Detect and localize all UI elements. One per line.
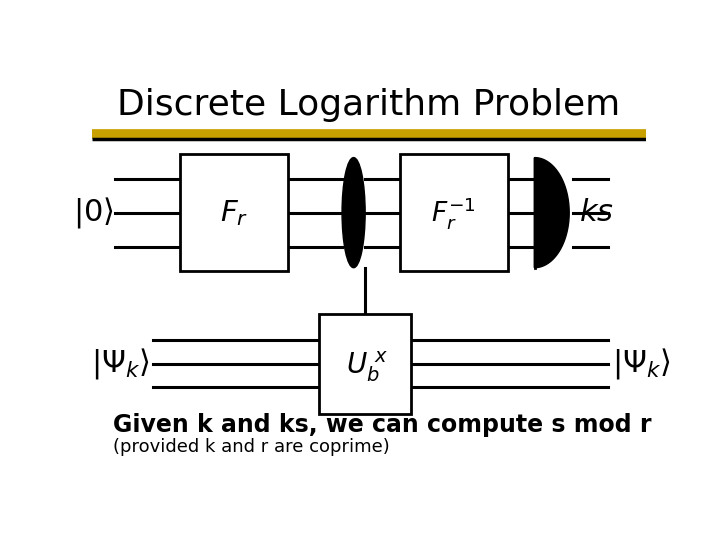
Ellipse shape: [342, 158, 365, 268]
Text: (provided k and r are coprime): (provided k and r are coprime): [113, 438, 390, 456]
Text: $U_b^{\ x}$: $U_b^{\ x}$: [346, 349, 389, 384]
FancyBboxPatch shape: [319, 314, 411, 414]
Text: $F_r$: $F_r$: [220, 198, 248, 227]
Polygon shape: [534, 158, 570, 268]
Text: $F_r^{-1}$: $F_r^{-1}$: [431, 194, 476, 231]
Text: $|\Psi_k\rangle$: $|\Psi_k\rangle$: [611, 346, 670, 381]
Text: Discrete Logarithm Problem: Discrete Logarithm Problem: [117, 88, 621, 122]
Text: $|\Psi_k\rangle$: $|\Psi_k\rangle$: [91, 346, 150, 381]
Text: $ks$: $ks$: [579, 197, 614, 228]
Text: Given k and ks, we can compute s mod r: Given k and ks, we can compute s mod r: [113, 413, 652, 437]
FancyBboxPatch shape: [400, 154, 508, 271]
Text: $|0\rangle$: $|0\rangle$: [73, 195, 113, 230]
FancyBboxPatch shape: [180, 154, 288, 271]
